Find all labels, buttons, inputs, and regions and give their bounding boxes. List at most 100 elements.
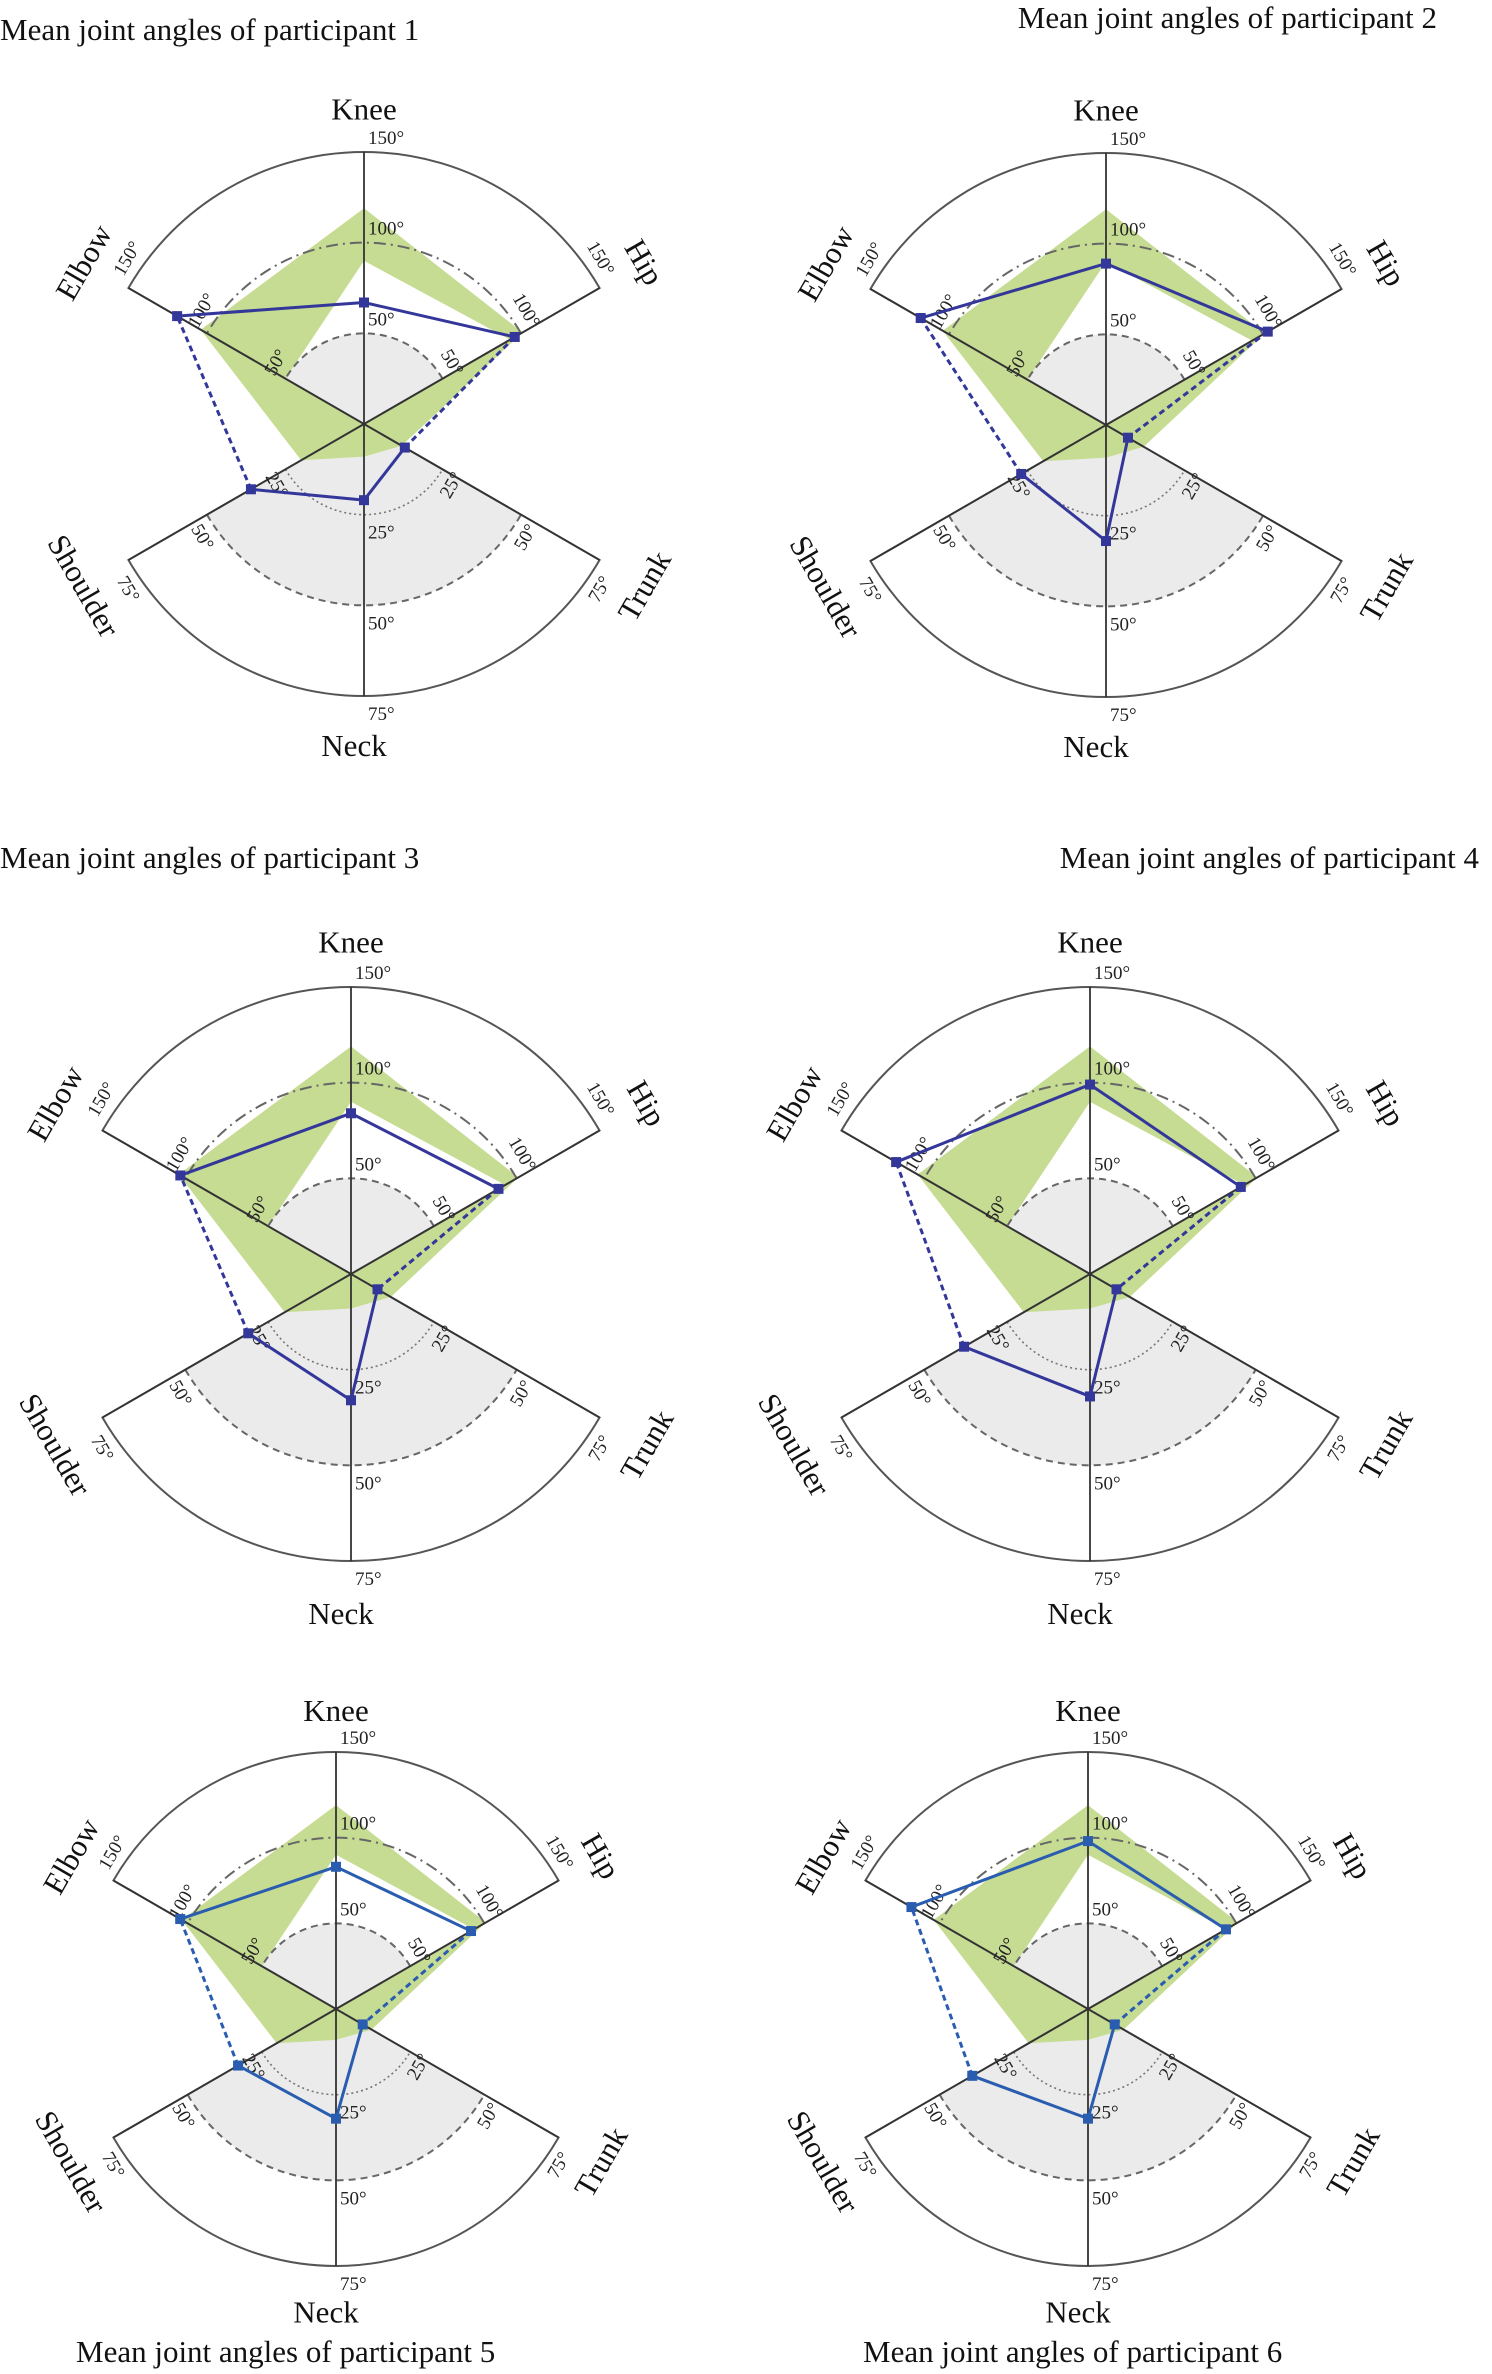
tick-label-neck-50: 50° [1094, 1473, 1121, 1494]
mean-line-knee-hip [350, 1111, 500, 1191]
tick-label-shoulder-50: 50° [903, 1377, 934, 1411]
mean-point-elbow [175, 1170, 186, 1181]
chart-title: Mean joint angles of participant 1 [0, 12, 419, 47]
tick-label-neck-50: 50° [355, 1473, 382, 1494]
mean-line-trunk-neck [1104, 437, 1130, 542]
tick-label-elbow-150: 150° [84, 1079, 120, 1121]
mean-line-knee-hip [1087, 1839, 1227, 1931]
mean-point-elbow [891, 1157, 902, 1168]
mean-point-knee [359, 297, 369, 308]
tick-label-knee-100: 100° [1092, 1814, 1128, 1835]
mean-line-knee-hip [1089, 1083, 1242, 1189]
tick-label-neck-50: 50° [340, 2188, 367, 2209]
mean-point-trunk [357, 2019, 368, 2030]
axis-name-elbow: Elbow [788, 1812, 859, 1900]
mean-line-knee-hip [363, 301, 516, 339]
upper-sector-outline [127, 151, 601, 426]
axis-line-hip [363, 287, 601, 425]
tick-label-hip-150: 150° [582, 1079, 618, 1121]
mean-point-shoulder [959, 1341, 970, 1352]
mean-point-hip [493, 1183, 504, 1194]
tick-label-hip-150: 150° [1324, 239, 1360, 281]
axis-line-shoulder [112, 2008, 337, 2139]
mean-line-neck-shoulder [971, 2074, 1089, 2121]
mean-point-knee [1085, 1079, 1095, 1090]
lower-sector-outline [127, 422, 601, 697]
axis-name-knee: Knee [331, 91, 396, 126]
tick-label-knee-150: 150° [1094, 963, 1130, 984]
axis-name-knee: Knee [303, 1693, 368, 1728]
ring-lower-50 [938, 2094, 1238, 2182]
tick-label-neck-75: 75° [340, 2274, 367, 2295]
axis-name-hip: Hip [1360, 234, 1414, 292]
axis-line-trunk [1087, 2008, 1312, 2139]
axis-line-hip [350, 1129, 600, 1275]
tick-label-knee-100: 100° [340, 1814, 376, 1835]
tick-label-knee-100: 100° [1110, 220, 1146, 241]
tick-label-shoulder-75: 75° [825, 1432, 856, 1466]
axis-line-elbow [127, 287, 365, 425]
mean-point-neck [331, 2113, 341, 2124]
axis-line-shoulder [869, 424, 1107, 562]
mean-line-trunk-neck [334, 2024, 365, 2120]
tick-label-neck-50: 50° [368, 613, 395, 634]
reference-range-band [200, 208, 523, 461]
ring-lower-50 [923, 1369, 1257, 1467]
tick-label-neck-25: 25° [355, 1378, 382, 1399]
axis-name-neck: Neck [1063, 729, 1129, 764]
axis-name-hip: Hip [1359, 1074, 1413, 1132]
radar-chart-participant-1: 50°100°150°Elbow50°100°150°Knee50°100°15… [0, 12, 678, 763]
tick-label-shoulder-75: 75° [86, 1432, 117, 1466]
axis-name-elbow: Elbow [790, 219, 861, 307]
axis-name-elbow: Elbow [48, 218, 119, 306]
axis-line-elbow [841, 1129, 1091, 1275]
mean-point-neck [1101, 536, 1111, 547]
mean-line-hip-trunk [403, 335, 516, 449]
tick-label-knee-150: 150° [355, 963, 391, 984]
mean-line-hip-trunk [1115, 1185, 1242, 1291]
mean-point-neck [346, 1395, 356, 1406]
axis-name-trunk: Trunk [1352, 545, 1420, 628]
tick-label-neck-75: 75° [355, 1569, 382, 1590]
tick-label-neck-75: 75° [1094, 1569, 1121, 1590]
mean-point-shoulder [245, 484, 256, 495]
reference-range-band [917, 1046, 1258, 1313]
mean-point-hip [1235, 1181, 1246, 1192]
mean-line-shoulder-elbow [175, 315, 253, 490]
mean-line-shoulder-elbow [919, 317, 1023, 475]
axis-name-hip: Hip [618, 233, 672, 291]
mean-line-shoulder-elbow [178, 1918, 240, 2067]
axis-name-hip: Hip [620, 1074, 674, 1132]
axis-name-shoulder: Shoulder [12, 1388, 99, 1503]
mean-line-neck-shoulder [237, 2064, 337, 2120]
mean-line-trunk-neck [349, 1288, 379, 1401]
mean-point-neck [359, 495, 369, 506]
ring-upper-100 [206, 241, 522, 334]
tick-label-elbow-150: 150° [110, 238, 146, 280]
tick-label-neck-25: 25° [368, 523, 395, 544]
axis-name-knee: Knee [1055, 1693, 1120, 1728]
tick-label-trunk-75: 75° [584, 1432, 615, 1466]
mean-point-hip [1220, 1924, 1231, 1935]
ring-upper-100 [948, 242, 1264, 335]
mean-line-neck-shoulder [250, 487, 365, 502]
mean-point-hip [509, 331, 520, 342]
mean-point-knee [346, 1108, 356, 1119]
mean-line-trunk-neck [362, 446, 407, 502]
chart-title: Mean joint angles of participant 2 [1018, 0, 1437, 35]
tick-label-neck-25: 25° [1110, 524, 1137, 545]
tick-label-trunk-75: 75° [1323, 1432, 1354, 1466]
radar-chart-participant-3: 50°100°150°Elbow50°100°150°Knee50°100°15… [0, 840, 681, 1631]
ring-lower-50 [186, 2094, 486, 2182]
axis-line-trunk [1105, 424, 1343, 562]
axis-name-trunk: Trunk [613, 1403, 681, 1486]
axis-name-neck: Neck [1047, 1596, 1113, 1631]
tick-label-neck-25: 25° [1092, 2103, 1119, 2124]
chart-title: Mean joint angles of participant 6 [863, 2334, 1282, 2369]
tick-label-hip-150: 150° [582, 238, 618, 280]
axis-name-trunk: Trunk [1352, 1403, 1420, 1486]
axis-name-knee: Knee [318, 925, 383, 960]
mean-point-knee [1101, 258, 1111, 269]
axis-line-elbow [102, 1129, 352, 1275]
axis-name-trunk: Trunk [1319, 2120, 1387, 2203]
